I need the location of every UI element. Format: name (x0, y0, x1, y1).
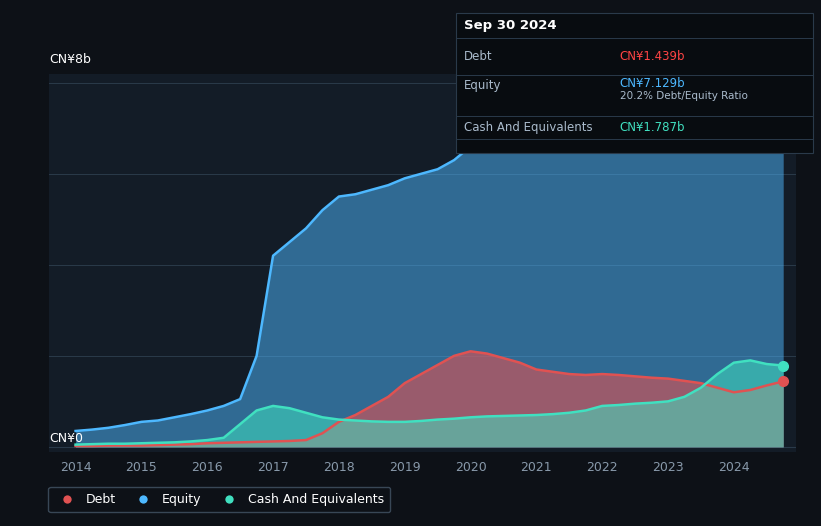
Text: Debt: Debt (464, 50, 493, 63)
Text: CN¥7.129b: CN¥7.129b (620, 77, 686, 89)
Text: Cash And Equivalents: Cash And Equivalents (464, 122, 593, 134)
Text: Equity: Equity (464, 79, 502, 92)
Text: 20.2% Debt/Equity Ratio: 20.2% Debt/Equity Ratio (620, 91, 748, 102)
Text: CN¥1.439b: CN¥1.439b (620, 50, 686, 63)
Text: Sep 30 2024: Sep 30 2024 (464, 19, 557, 32)
Text: CN¥0: CN¥0 (49, 432, 83, 445)
Text: CN¥8b: CN¥8b (49, 53, 91, 66)
Legend: Debt, Equity, Cash And Equivalents: Debt, Equity, Cash And Equivalents (48, 487, 390, 512)
Text: CN¥1.787b: CN¥1.787b (620, 122, 686, 134)
